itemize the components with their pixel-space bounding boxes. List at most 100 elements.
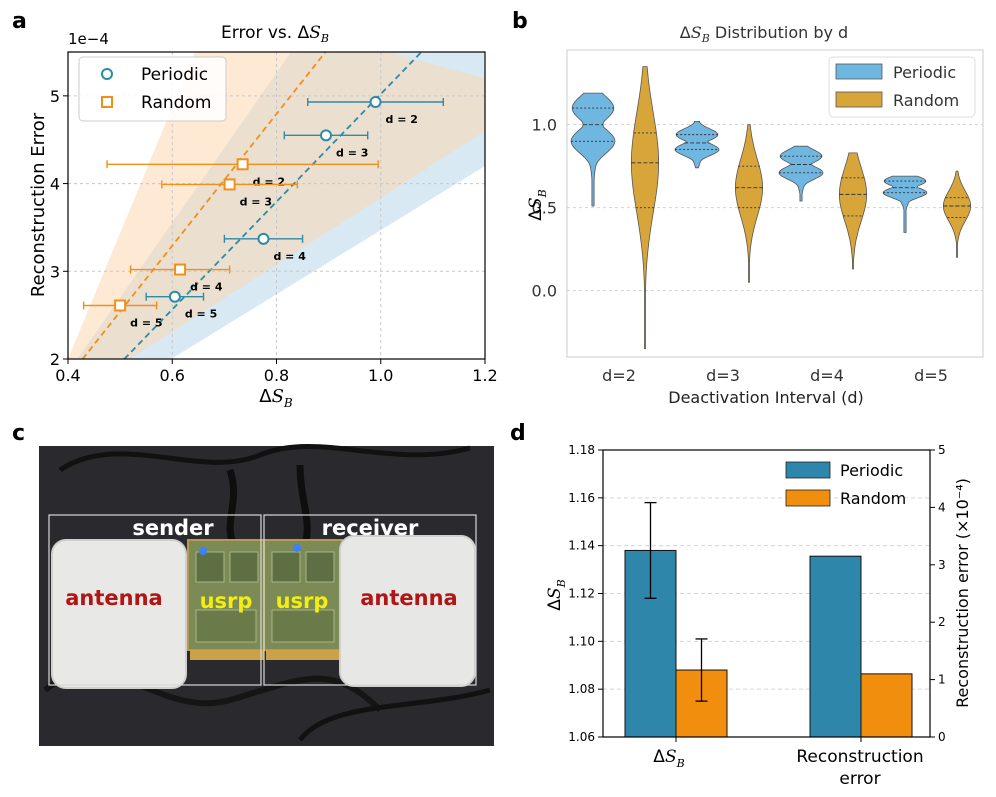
board-led: [199, 547, 207, 555]
legend-swatch-periodic-d: [785, 461, 831, 479]
xtick-label: d=5: [914, 366, 948, 385]
point-label: d = 3: [240, 195, 272, 208]
ytick-label: 1.0: [532, 116, 557, 135]
ytick-label: 5: [50, 87, 60, 106]
antenna-label-right: antenna: [360, 586, 457, 610]
panel-d-xtick-dsb: ΔSB: [653, 747, 684, 770]
xtick-label: d=4: [810, 366, 844, 385]
panel-b-xlabel: Deactivation Interval (d): [668, 388, 864, 407]
violin-random: [839, 152, 867, 270]
panel-d-xtick-recon-line2: error: [839, 769, 880, 789]
board-chip: [229, 551, 259, 583]
panel-c-photo: sender receiver antenna antenna usrp usr…: [39, 443, 494, 746]
board-led: [293, 544, 301, 552]
point-label: d = 5: [185, 308, 217, 321]
panel-a-xlabel: ΔSB: [259, 386, 293, 410]
panel-d-ylabel-left: ΔSB: [545, 579, 568, 610]
ytick-label: 0.0: [532, 282, 557, 301]
point-random: [174, 263, 187, 276]
point-random: [114, 299, 127, 312]
cable: [58, 443, 471, 473]
violin-periodic: [570, 92, 616, 207]
receiver-label: receiver: [322, 516, 419, 540]
ytick-label: 3: [50, 262, 60, 281]
legend-swatch-periodic-b: [835, 63, 883, 80]
xtick-label: 0.4: [55, 366, 80, 385]
panel-a-exponent-label: 1e−4: [68, 30, 109, 48]
point-label: d = 3: [336, 146, 368, 159]
legend-label-random-b: Random: [893, 91, 959, 110]
panel-d-ylabel-right: Reconstruction error (×10⁻⁴): [953, 478, 972, 708]
cable: [296, 464, 311, 546]
xtick-label: 1.0: [368, 366, 393, 385]
violin-random: [942, 170, 972, 258]
ytick-label-right: 0: [938, 730, 946, 744]
legend-swatch-random-d: [785, 489, 831, 507]
panel-b-violin: ΔSB Distribution by d d=2 d=3 d=4 d=5 0.0 0.5…: [526, 23, 984, 407]
point-label: d = 5: [130, 316, 162, 329]
ytick-label-left: 1.14: [568, 539, 595, 553]
panel-letter-c: c: [12, 421, 25, 446]
antenna-box-left: [51, 539, 187, 689]
board-chip: [305, 551, 335, 583]
panel-d-xtick-recon-line1: Reconstruction: [796, 747, 923, 767]
xtick-label: d=2: [602, 366, 636, 385]
ytick-label-left: 1.16: [568, 491, 595, 505]
point-periodic: [257, 232, 270, 245]
panel-a-legend: Periodic Random: [78, 56, 227, 122]
panel-letter-a: a: [12, 9, 27, 34]
cable: [226, 468, 237, 542]
violin-periodic: [778, 145, 824, 202]
panel-d-bar: 1.06 1.08 1.10 1.12 1.14 1.16 1.18 0 1 2 3 4 5 ΔSB R…: [545, 443, 972, 789]
legend-label-periodic-b: Periodic: [893, 63, 956, 82]
panel-b-axes-frame: [566, 49, 984, 358]
usrp-label-right: usrp: [276, 589, 329, 613]
violin-periodic: [882, 175, 928, 233]
ytick-label-right: 2: [938, 615, 946, 629]
point-periodic: [369, 95, 382, 108]
bar-recon-random: [860, 673, 913, 738]
ytick-label: 4: [50, 175, 60, 194]
panel-b-legend: Periodic Random: [828, 56, 976, 118]
xtick-label: 1.2: [472, 366, 497, 385]
ytick-label-left: 1.08: [568, 682, 595, 696]
ytick-label-left: 1.06: [568, 730, 595, 744]
sma-connectors: [266, 650, 340, 660]
panel-a-scatter: Error vs. ΔSB 1e−4 d = 2 d = 3 d = 4 d = 5 d…: [28, 23, 498, 410]
ytick-label-right: 1: [938, 673, 946, 687]
board-chip: [271, 609, 335, 643]
ytick-label-right: 5: [938, 443, 946, 457]
xtick-label: 0.6: [160, 366, 185, 385]
panel-letter-b: b: [512, 9, 528, 34]
board-chip: [195, 609, 257, 643]
point-periodic: [168, 290, 181, 303]
sender-outline: [48, 514, 262, 686]
violin-random: [734, 124, 764, 283]
panel-a-title: Error vs. ΔSB: [221, 23, 329, 45]
legend-label-periodic: Periodic: [141, 65, 208, 85]
ytick-label-right: 4: [938, 500, 946, 514]
legend-swatch-random-b: [835, 91, 883, 108]
antenna-label-left: antenna: [65, 586, 162, 610]
board-chip: [195, 551, 225, 583]
sender-label: sender: [132, 516, 214, 540]
xtick-label: 0.8: [264, 366, 289, 385]
panel-a-legend-box: [78, 56, 227, 122]
ytick-label: 0.5: [532, 199, 557, 218]
ytick-label: 2: [50, 350, 60, 369]
legend-label-random-d: Random: [840, 489, 906, 508]
board-chip: [271, 551, 301, 583]
ytick-label-left: 1.18: [568, 443, 595, 457]
usrp-label-left: usrp: [200, 589, 253, 613]
legend-marker-periodic: [101, 68, 113, 80]
panel-a-ylabel: Reconstruction Error: [28, 112, 49, 297]
cable: [298, 687, 491, 742]
point-label: d = 2: [253, 175, 285, 188]
ytick-label-left: 1.12: [568, 587, 595, 601]
antenna-box-right: [339, 535, 476, 687]
xtick-label: d=3: [706, 366, 740, 385]
point-random: [236, 158, 249, 171]
bar-recon-periodic: [809, 555, 862, 738]
point-label: d = 4: [273, 250, 306, 263]
